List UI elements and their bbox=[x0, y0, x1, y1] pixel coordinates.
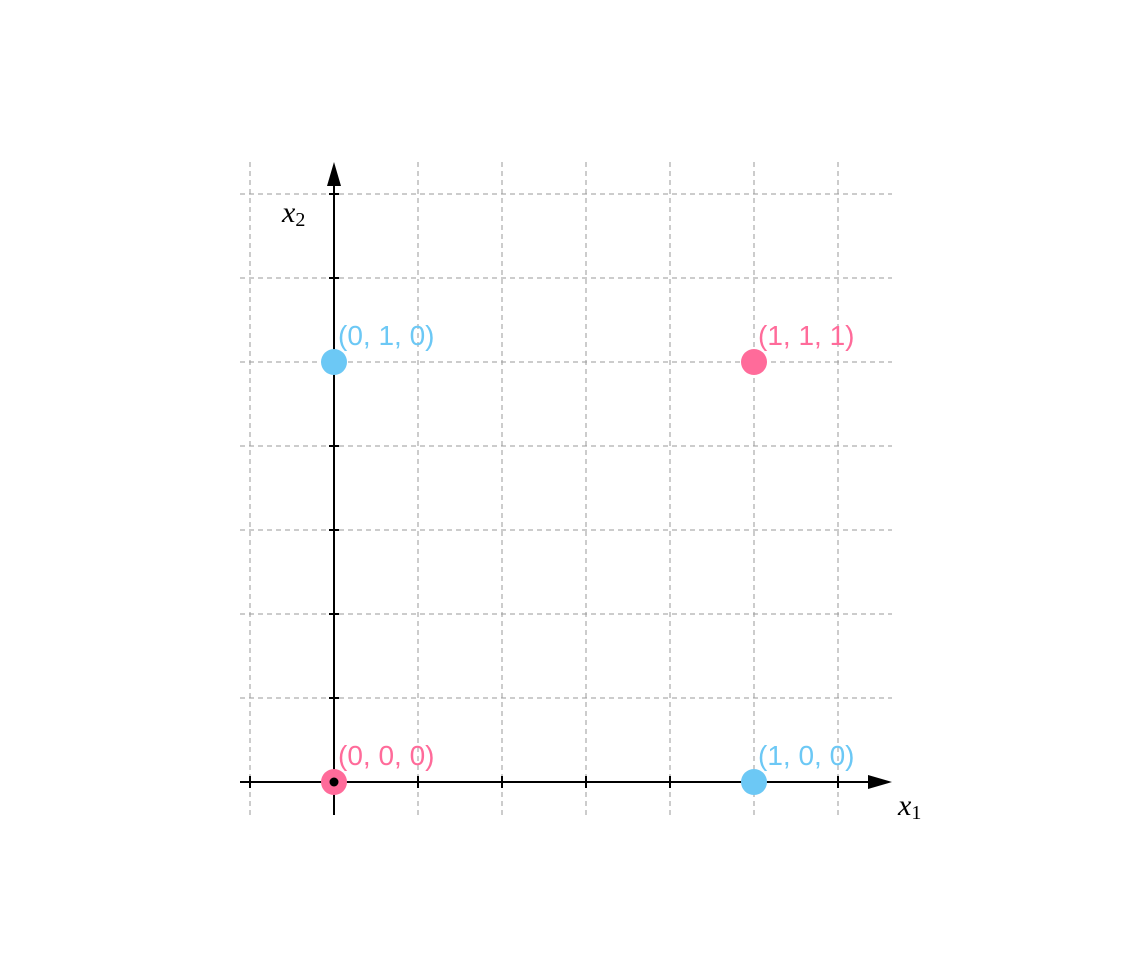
x-axis-label-subscript: 1 bbox=[911, 802, 921, 824]
x-axis-label: x1 bbox=[897, 789, 921, 824]
axes bbox=[240, 162, 892, 815]
data-points bbox=[321, 349, 767, 795]
origin-dot bbox=[329, 777, 339, 787]
y-axis-label-main: x bbox=[281, 196, 296, 229]
ticks bbox=[249, 193, 839, 788]
y-axis-label-subscript: 2 bbox=[295, 209, 305, 231]
point-label: (0, 1, 0) bbox=[338, 320, 434, 351]
grid bbox=[240, 162, 892, 815]
data-point bbox=[741, 769, 767, 795]
y-axis-arrowhead bbox=[327, 162, 341, 186]
x-axis-label-main: x bbox=[897, 789, 912, 822]
x-axis-arrowhead bbox=[868, 775, 892, 789]
y-axis-label: x2 bbox=[281, 196, 305, 231]
data-point bbox=[741, 349, 767, 375]
data-point bbox=[321, 349, 347, 375]
point-label: (1, 1, 1) bbox=[758, 320, 854, 351]
point-labels: (0, 0, 0) (1, 0, 0) (0, 1, 0) (1, 1, 1) bbox=[338, 320, 854, 771]
point-label: (0, 0, 0) bbox=[338, 740, 434, 771]
point-label: (1, 0, 0) bbox=[758, 740, 854, 771]
